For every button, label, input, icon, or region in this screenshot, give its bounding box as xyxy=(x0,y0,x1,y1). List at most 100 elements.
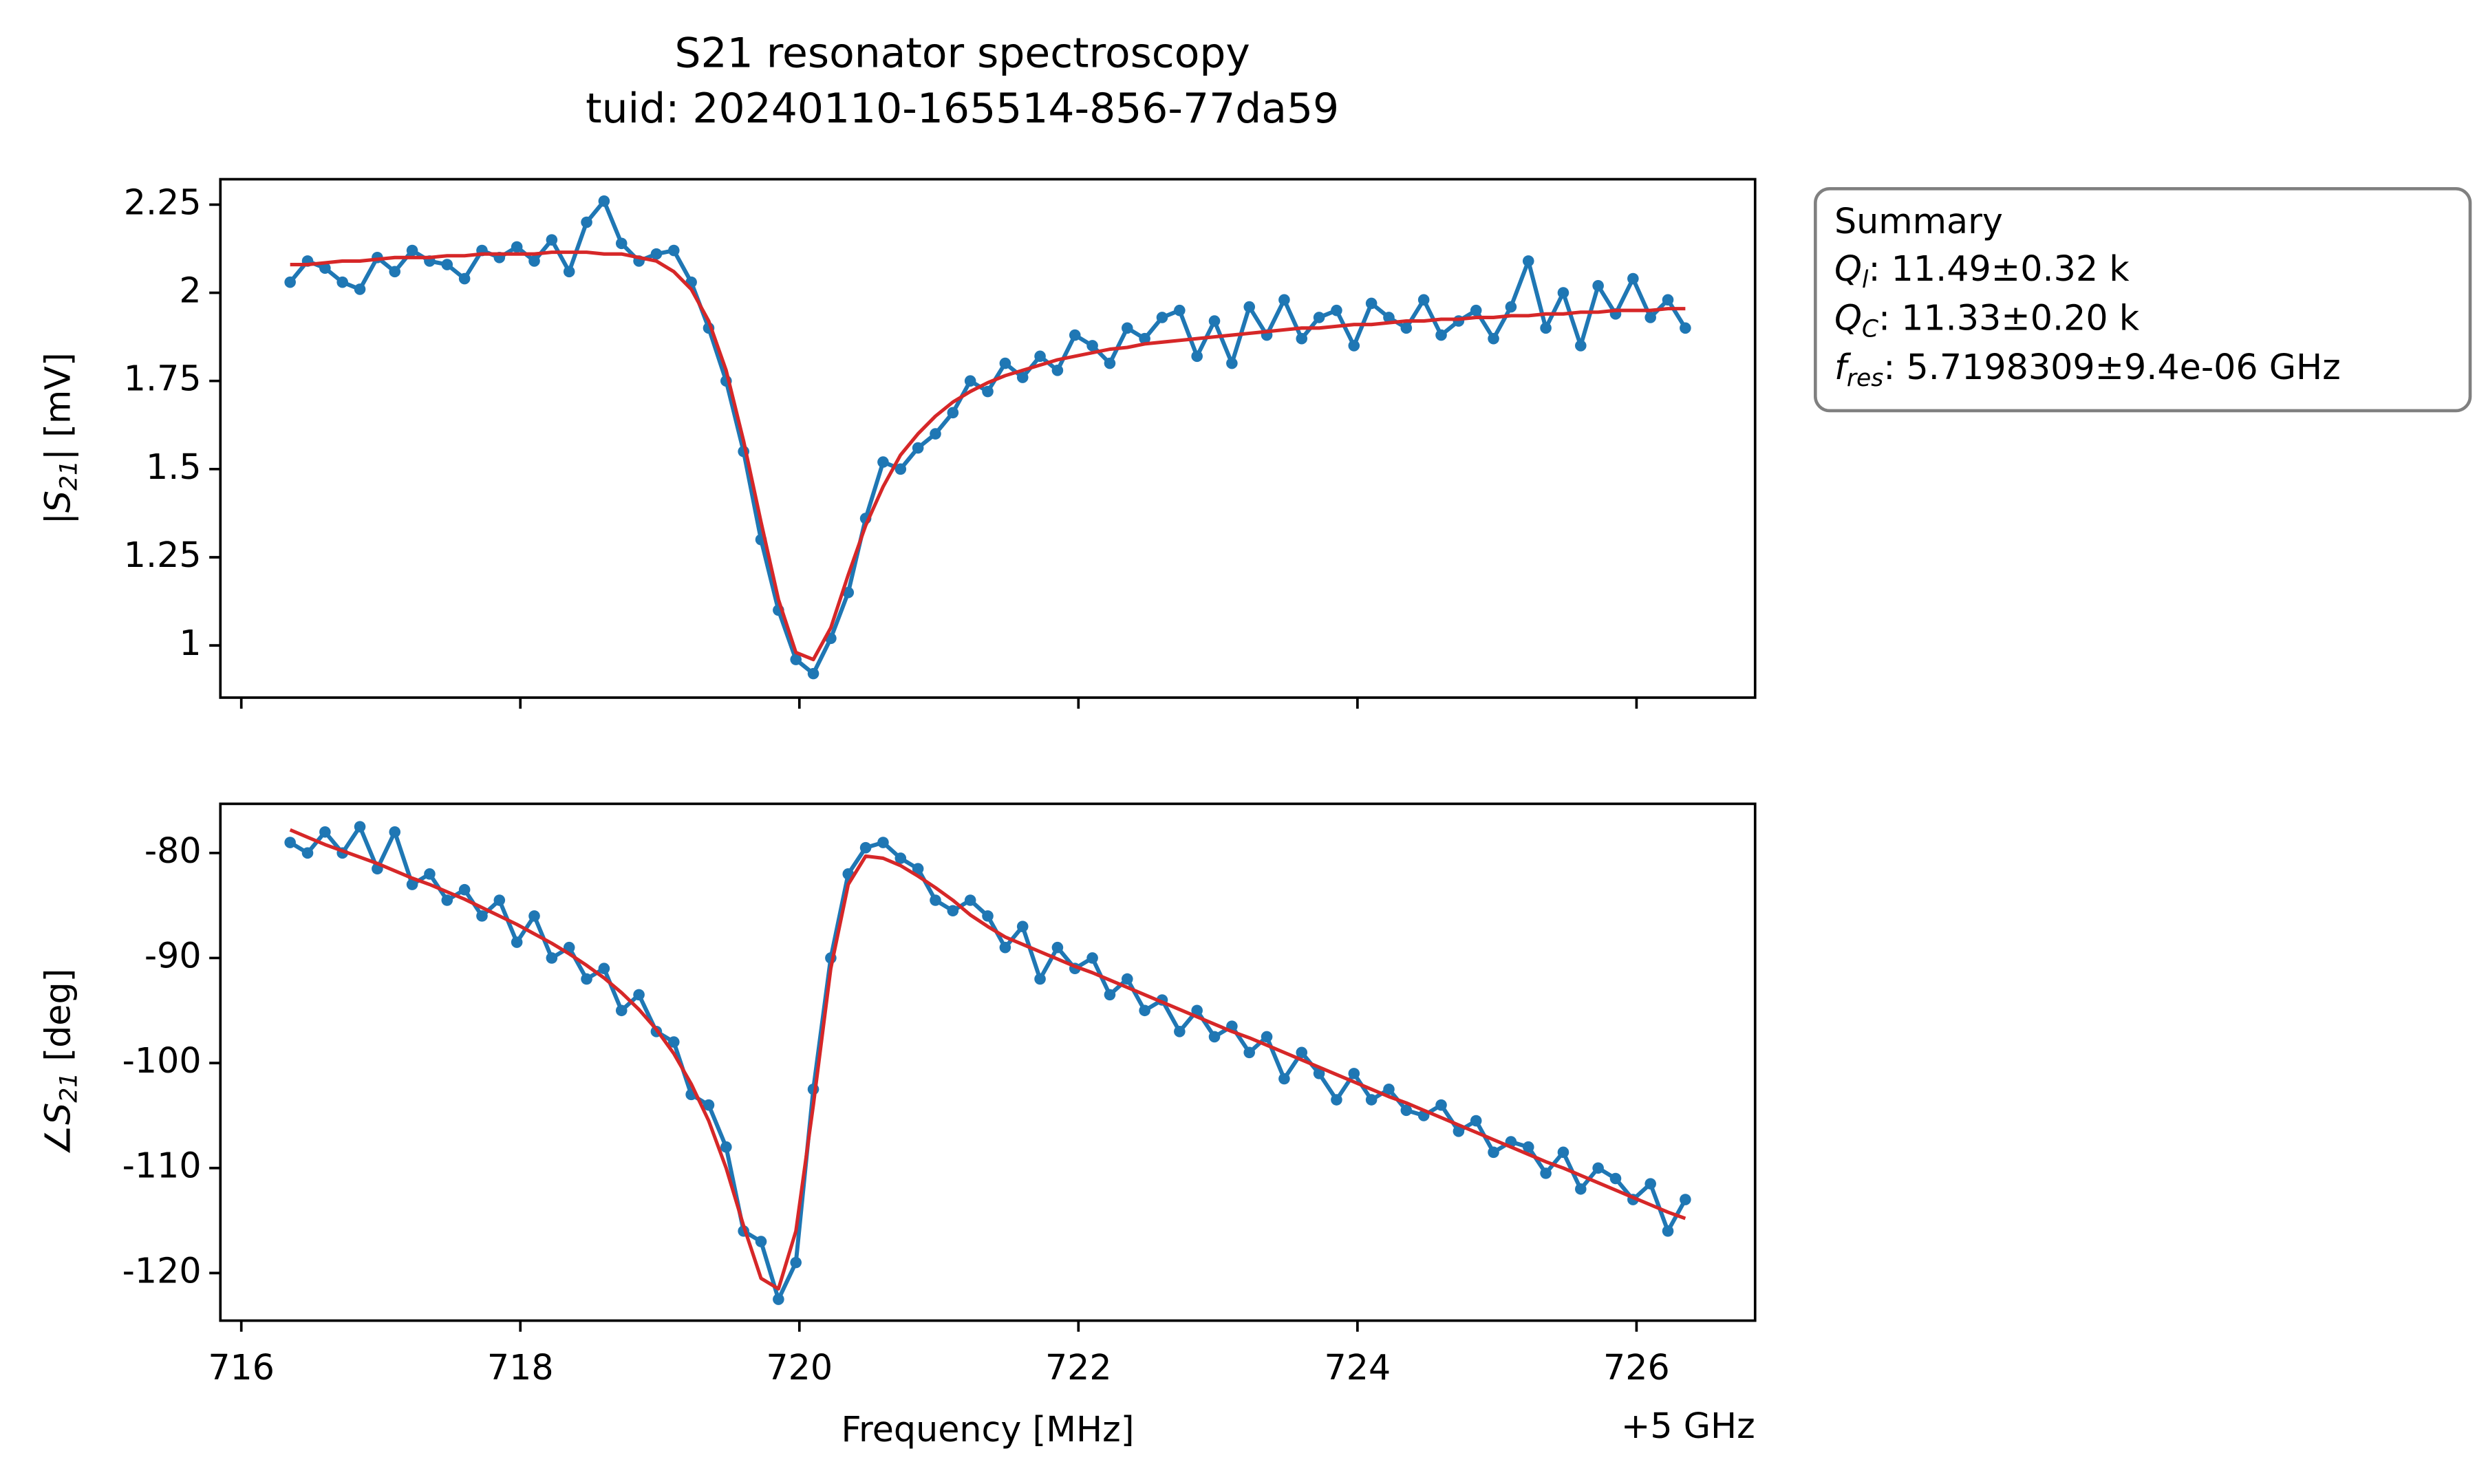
data-point xyxy=(1348,1068,1360,1079)
data-point xyxy=(842,586,855,599)
subscript: 21 xyxy=(55,1073,83,1103)
data-point xyxy=(947,905,959,917)
y-tick-label: 1.25 xyxy=(124,535,202,575)
data-point xyxy=(1051,365,1064,376)
data-point xyxy=(1051,941,1064,954)
summary-title: Summary xyxy=(1834,201,2003,241)
data-point xyxy=(1121,973,1133,985)
y-tick-label: 1.5 xyxy=(146,447,202,487)
data-point xyxy=(546,952,558,964)
data-point xyxy=(807,667,819,680)
label-part: ∠ xyxy=(38,1125,78,1156)
data-point xyxy=(389,826,401,838)
data-point xyxy=(1261,1031,1273,1043)
x-tick-label: 720 xyxy=(766,1347,833,1388)
data-point xyxy=(406,879,418,890)
data-point xyxy=(1488,332,1499,345)
axes-frame xyxy=(219,178,1757,699)
label-part: Q xyxy=(1834,248,1862,289)
fit-line xyxy=(289,828,1686,1291)
data-point xyxy=(964,375,976,387)
y-tick-label: -100 xyxy=(122,1040,202,1081)
data-point xyxy=(1592,280,1604,292)
data-point xyxy=(947,407,959,419)
x-axis-label: Frequency [MHz] xyxy=(842,1409,1135,1450)
data-point xyxy=(1313,1068,1325,1079)
data-point xyxy=(1400,1104,1413,1117)
data-point xyxy=(319,826,331,838)
label-part: Q xyxy=(1834,298,1862,338)
data-point xyxy=(755,1236,767,1247)
data-point xyxy=(894,463,907,475)
data-point xyxy=(1575,1183,1587,1195)
data-point xyxy=(493,894,506,906)
data-point xyxy=(1644,312,1656,323)
y-tick-label: -80 xyxy=(144,830,202,871)
data-point xyxy=(1417,294,1430,306)
data-point xyxy=(1522,1141,1534,1153)
data-point xyxy=(1435,1099,1447,1111)
data-point xyxy=(598,963,610,975)
data-point xyxy=(859,841,872,854)
x-tick-label: 726 xyxy=(1603,1347,1670,1388)
y-tick-label: -110 xyxy=(122,1146,202,1186)
x-tick-label: 722 xyxy=(1045,1347,1112,1388)
data-point xyxy=(1191,350,1203,363)
data-point xyxy=(964,894,976,906)
figure-title: S21 resonator spectroscopy xyxy=(674,29,1250,77)
data-point xyxy=(773,1293,784,1305)
data-point xyxy=(1016,372,1029,383)
data-point xyxy=(441,259,453,270)
x-tick-label: 724 xyxy=(1324,1347,1391,1388)
y-axis-label: |S21| [mV] xyxy=(38,352,83,524)
data-point xyxy=(354,821,366,832)
data-point xyxy=(930,894,941,906)
data-point xyxy=(1470,1115,1482,1127)
data-point xyxy=(1680,1194,1691,1205)
subscript: l xyxy=(1862,266,1869,293)
data-point xyxy=(1296,332,1308,345)
subscript: C xyxy=(1862,315,1878,343)
data-point xyxy=(1331,304,1342,316)
data-point xyxy=(1243,1046,1256,1059)
subscript: 21 xyxy=(55,460,83,491)
data-point xyxy=(894,852,907,864)
data-point xyxy=(1540,322,1552,334)
data-point xyxy=(790,1256,802,1269)
data-point xyxy=(1104,989,1116,1001)
label-part: : 11.33±0.20 k xyxy=(1878,298,2140,338)
y-tick-label: 1.75 xyxy=(124,358,202,399)
data-point xyxy=(1243,301,1256,313)
data-point xyxy=(1488,1146,1499,1159)
data-point xyxy=(581,216,592,228)
data-point xyxy=(790,654,802,665)
data-point xyxy=(1121,322,1133,334)
data-point xyxy=(1296,1046,1308,1059)
data-point xyxy=(458,883,471,896)
data-point xyxy=(1435,329,1447,341)
data-point xyxy=(1400,322,1413,334)
data-point xyxy=(1680,322,1691,334)
data-point xyxy=(912,442,924,454)
label-part: : 11.49±0.32 k xyxy=(1868,248,2130,289)
data-point xyxy=(1139,1004,1150,1017)
data-point xyxy=(1086,952,1098,964)
data-point xyxy=(1644,1178,1656,1190)
data-point xyxy=(1365,1094,1378,1106)
data-point xyxy=(1505,301,1517,313)
data-point xyxy=(1453,1126,1465,1137)
summary-line: Ql: 11.49±0.32 k xyxy=(1834,248,2130,293)
data-point xyxy=(1139,332,1150,345)
data-point xyxy=(982,385,994,398)
data-point xyxy=(1174,1026,1186,1037)
data-point xyxy=(615,237,628,250)
data-point xyxy=(319,262,331,274)
label-part: | [mV] xyxy=(38,352,79,460)
data-point xyxy=(982,910,994,922)
data-point xyxy=(1278,1073,1290,1085)
y-axis-label: ∠S21 [deg] xyxy=(38,969,83,1157)
summary-box: Summary xyxy=(1814,187,2472,413)
data-point xyxy=(1331,1094,1342,1106)
data-point xyxy=(1470,304,1482,316)
data-point xyxy=(1191,1004,1203,1017)
